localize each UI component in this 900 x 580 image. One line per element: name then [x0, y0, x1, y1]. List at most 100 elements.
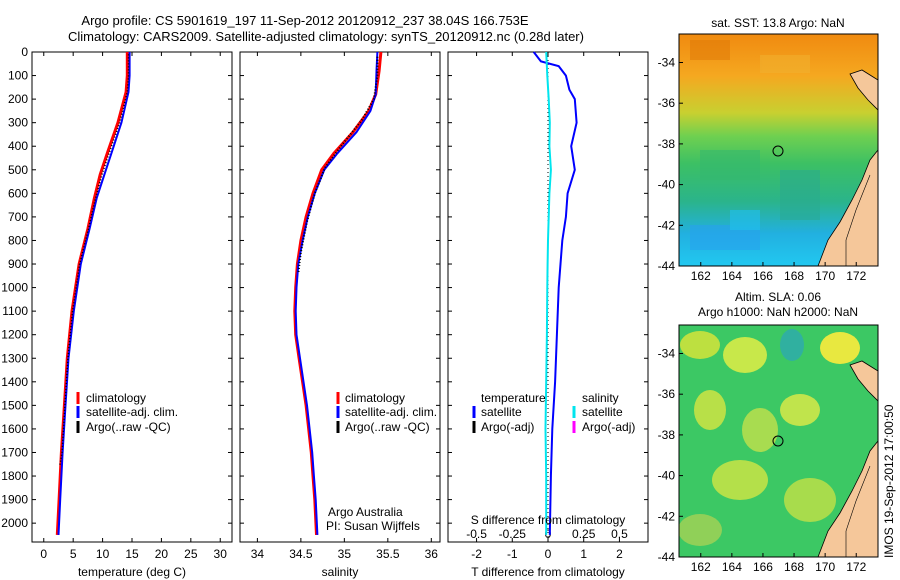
lon-tick-label: 164 [722, 560, 742, 574]
salinity-legend: climatology satellite-adj. clim. Argo(..… [336, 391, 437, 434]
satellite-adj-line [294, 51, 379, 535]
salinity-difference-ticks: -0.5 -0.25 0 0.25 0.5 [466, 527, 628, 541]
temperature-panel: 0100200300400500600700800900100011001200… [1, 45, 233, 579]
salinity-x-axis: 34 34.5 35 35.5 36 [251, 52, 439, 561]
depth-tick-label: 600 [8, 186, 28, 200]
legend-sal-argo-label: Argo(-adj) [582, 420, 635, 434]
sla-patch [680, 331, 720, 359]
s-tick-label: -0.25 [499, 527, 527, 541]
x-tick-label: 25 [184, 547, 198, 561]
sst-patch [690, 40, 730, 60]
legend-climatology-label: climatology [86, 391, 146, 405]
sst-patch [780, 170, 820, 220]
sla-map-frame [678, 324, 879, 558]
nz-landmass [817, 440, 878, 557]
lat-tick-label: -40 [658, 469, 676, 483]
depth-tick-label: 2000 [1, 516, 28, 530]
depth-tick-label: 1600 [1, 422, 28, 436]
lon-tick-label: 162 [691, 560, 711, 574]
sla-map-panel: Altim. SLA: 0.06 Argo h1000: NaN h2000: … [658, 290, 879, 574]
legend-satellite-label: satellite-adj. clim. [345, 405, 437, 419]
legend-salinity-title: salinity [582, 391, 619, 405]
legend-temperature-title: temperature [481, 391, 546, 405]
nz-north-tip [849, 69, 878, 111]
x-tick-label: 0 [40, 547, 47, 561]
x-tick-label: 10 [96, 547, 110, 561]
difference-series [532, 51, 578, 535]
x-tick-label: 36 [425, 547, 439, 561]
temperature-xlabel: temperature (deg C) [78, 565, 186, 579]
lat-tick-label: -38 [658, 137, 676, 151]
temperature-legend: climatology satellite-adj. clim. Argo(..… [76, 391, 178, 434]
sst-map-frame [678, 33, 879, 267]
sla-patch [742, 408, 778, 452]
depth-tick-label: 1300 [1, 351, 28, 365]
imos-timestamp: IMOS 19-Sep-2012 17:00:50 [882, 404, 896, 558]
legend-temp-argo-label: Argo(-adj) [481, 420, 534, 434]
temperature-series [55, 52, 131, 535]
lon-tick-label: 172 [846, 269, 866, 283]
argo-line [297, 56, 379, 274]
sst-patch [700, 150, 760, 180]
legend-satellite-label: satellite-adj. clim. [86, 405, 178, 419]
argo-line [58, 54, 130, 467]
bathymetry-contour [845, 174, 871, 266]
depth-tick-label: 1400 [1, 375, 28, 389]
lon-tick-label: 164 [722, 269, 742, 283]
figure-title-line2: Climatology: CARS2009. Satellite-adjuste… [68, 29, 584, 44]
x-tick-label: 5 [70, 547, 77, 561]
sla-texture [679, 329, 860, 546]
sst-map-panel: sat. SST: 13.8 Argo: NaN -34 -36 -38 -40 -42… [658, 16, 879, 283]
sla-patch [712, 460, 768, 500]
x-tick-label: 0 [545, 547, 552, 561]
lat-tick-label: -36 [658, 96, 676, 110]
depth-tick-label: 100 [8, 69, 28, 83]
s-tick-label: 0.5 [611, 527, 628, 541]
legend-temp-satellite-label: satellite [481, 405, 522, 419]
sla-longitude-axis: 162 164 166 168 170 172 [691, 553, 867, 574]
lat-tick-label: -36 [658, 387, 676, 401]
x-tick-label: 30 [214, 547, 228, 561]
depth-tick-label: 700 [8, 210, 28, 224]
depth-tick-label: 500 [8, 163, 28, 177]
sla-patch [780, 394, 820, 426]
temperature-axes-frame [31, 51, 233, 543]
lon-tick-label: 166 [753, 269, 773, 283]
legend-argo-label: Argo(..raw -QC) [345, 420, 430, 434]
legend-sal-satellite-label: satellite [582, 405, 623, 419]
sst-map-title: sat. SST: 13.8 Argo: NaN [711, 16, 844, 30]
x-tick-label: 35.5 [376, 547, 400, 561]
sla-patch [780, 329, 804, 361]
lat-tick-label: -42 [658, 509, 676, 523]
lon-tick-label: 170 [815, 269, 835, 283]
lat-tick-label: -44 [658, 259, 676, 273]
salinity-axes-frame [239, 51, 441, 543]
s-tick-label: -0.5 [466, 527, 487, 541]
sla-map-title1: Altim. SLA: 0.06 [735, 290, 821, 304]
sla-patch [784, 478, 836, 522]
sst-latitude-axis: -34 -36 -38 -40 -42 -44 [658, 55, 683, 273]
lat-tick-label: -42 [658, 218, 676, 232]
sst-texture [690, 40, 820, 250]
nz-landmass [817, 149, 878, 266]
argo-float-location [772, 145, 784, 157]
depth-tick-label: 1100 [2, 304, 28, 318]
lon-tick-label: 168 [784, 560, 804, 574]
depth-tick-label: 1000 [1, 281, 28, 295]
depth-tick-label: 1200 [1, 328, 28, 342]
x-tick-label: -2 [471, 547, 482, 561]
x-tick-label: 34 [251, 547, 265, 561]
difference-panel: -2 -1 0 1 2 -0.5 -0.25 0 0.25 0.5 S difference f… [447, 51, 649, 579]
temperature-x-axis: 0 5 10 15 20 25 30 [40, 52, 227, 561]
s-tick-label: 0.25 [572, 527, 596, 541]
sla-patch [694, 390, 726, 430]
legend-argo-label: Argo(..raw -QC) [86, 420, 171, 434]
lon-tick-label: 162 [691, 269, 711, 283]
sla-latitude-axis: -34 -36 -38 -40 -42 -44 [658, 346, 683, 564]
depth-tick-label: 1800 [1, 469, 28, 483]
legend-climatology-label: climatology [345, 391, 405, 405]
depth-tick-label: 400 [8, 139, 28, 153]
lat-tick-label: -38 [658, 428, 676, 442]
salinity-xlabel: salinity [322, 565, 359, 579]
